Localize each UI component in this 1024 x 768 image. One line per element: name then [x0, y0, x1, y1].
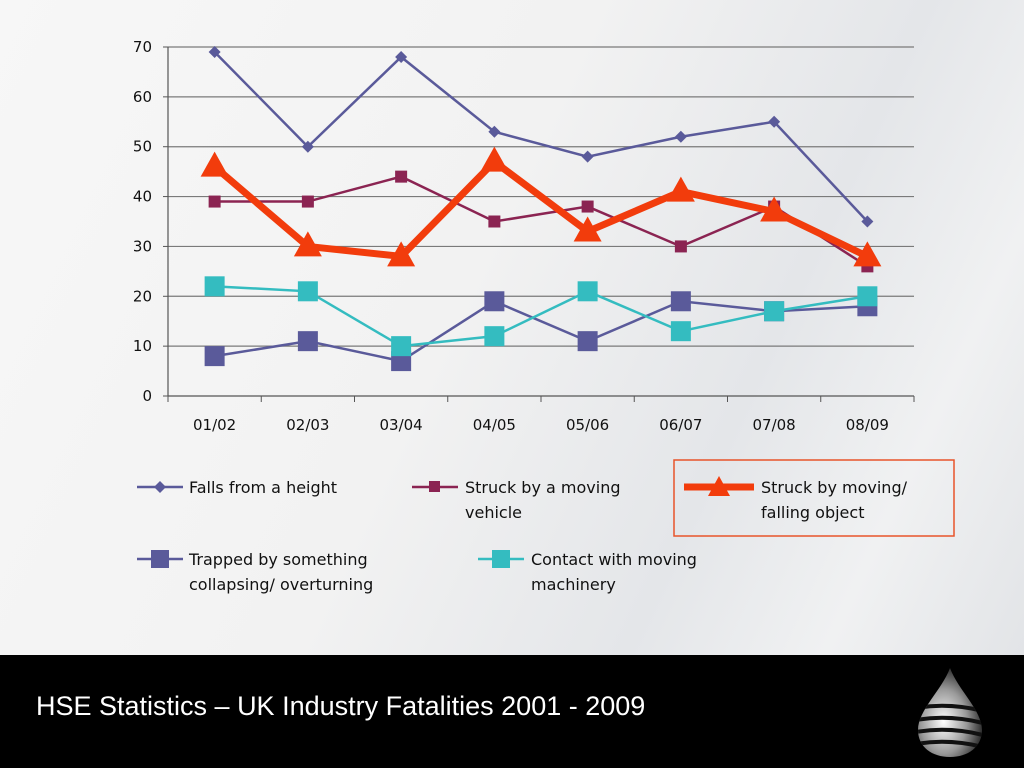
data-point-diamond: [581, 150, 594, 163]
legend-item-struck-by-vehicle: Struck by a moving vehicle: [412, 478, 620, 522]
series-struck-by-moving-falling-object: [200, 146, 882, 267]
legend-label: Contact with moving: [531, 550, 697, 569]
x-tick-label: 07/08: [753, 416, 796, 434]
data-point-triangle: [853, 241, 882, 267]
x-tick-label: 06/07: [659, 416, 702, 434]
data-point-triangle: [760, 196, 789, 222]
legend-label: Falls from a height: [189, 478, 337, 497]
legend-label: collapsing/ overturning: [189, 575, 373, 594]
legend-square-marker: [429, 481, 440, 492]
series-line: [214, 299, 868, 363]
data-point-square: [484, 291, 505, 312]
data-point-square: [297, 281, 318, 302]
y-tick-label: 30: [133, 237, 152, 255]
slide-title: HSE Statistics – UK Industry Fatalities …: [36, 691, 646, 721]
data-point-triangle: [293, 231, 322, 257]
x-tick-label: 03/04: [380, 416, 423, 434]
line-chart: 0 10 20 30 40 50 60 70 01/02 02/03 03/04 04/05 05/06…: [133, 38, 955, 594]
series-falls-from-a-height: [208, 45, 874, 228]
data-point-square: [581, 200, 594, 213]
legend-triangle-marker: [708, 476, 730, 496]
footer-bar: HSE Statistics – UK Industry Fatalities …: [0, 655, 1024, 768]
series-line: [212, 157, 869, 261]
y-tick-label: 20: [133, 287, 152, 305]
y-tick-label: 70: [133, 38, 152, 56]
legend-label: vehicle: [465, 503, 522, 522]
data-point-square: [857, 286, 878, 307]
chart-grid: [168, 46, 914, 347]
data-point-square: [488, 215, 501, 228]
x-tick-label: 04/05: [473, 416, 516, 434]
data-point-square: [391, 336, 412, 357]
legend-label: Struck by moving/: [761, 478, 908, 497]
data-point-diamond: [395, 50, 408, 63]
y-tick-label: 50: [133, 138, 152, 156]
legend-label: Struck by a moving: [465, 478, 620, 497]
series-line: [213, 51, 869, 223]
series-line: [214, 175, 869, 268]
legend-item-struck-by-falling-object: Struck by moving/ falling object: [684, 476, 908, 522]
data-point-square: [204, 346, 225, 367]
data-point-square: [484, 326, 505, 347]
data-point-square: [204, 276, 225, 297]
data-point-square: [395, 170, 408, 183]
chart-series: [200, 45, 882, 372]
x-tick-label: 01/02: [193, 416, 236, 434]
legend-square-marker: [492, 550, 510, 568]
data-point-square: [301, 195, 314, 208]
data-point-triangle: [480, 146, 509, 172]
legend-item-contact-with-machinery: Contact with moving machinery: [478, 550, 697, 594]
data-point-square: [208, 195, 221, 208]
series-contact-with-moving-machinery: [204, 276, 878, 357]
y-tick-label: 10: [133, 337, 152, 355]
data-point-diamond: [861, 215, 874, 228]
data-point-square: [670, 321, 691, 342]
x-tick-label: 08/09: [846, 416, 889, 434]
data-point-square: [577, 331, 598, 352]
y-tick-label: 40: [133, 188, 152, 206]
data-point-triangle: [200, 151, 229, 177]
chart-axes: 0 10 20 30 40 50 60 70 01/02 02/03 03/04 04/05 05/06…: [133, 38, 915, 434]
series-struck-by-a-moving-vehicle: [208, 170, 874, 273]
legend-item-trapped-by-collapsing: Trapped by something collapsing/ overtur…: [137, 550, 373, 594]
data-point-triangle: [666, 176, 695, 202]
legend-label: machinery: [531, 575, 616, 594]
data-point-triangle: [387, 241, 416, 267]
data-point-square: [764, 301, 785, 322]
y-tick-label: 0: [142, 387, 152, 405]
data-point-square: [297, 331, 318, 352]
series-line: [214, 285, 868, 348]
droplet-logo: [918, 668, 982, 757]
legend-item-falls-from-height: Falls from a height: [137, 478, 337, 497]
data-point-diamond: [488, 125, 501, 138]
x-tick-label: 02/03: [286, 416, 329, 434]
data-point-diamond: [208, 45, 221, 58]
x-tick-label: 05/06: [566, 416, 609, 434]
legend-label: falling object: [761, 503, 864, 522]
data-point-square: [674, 240, 687, 253]
y-tick-label: 60: [133, 88, 152, 106]
data-point-diamond: [768, 115, 781, 128]
legend-highlight-box: [673, 459, 955, 537]
data-point-diamond: [674, 130, 687, 143]
chart-legend: Falls from a height Struck by a moving v…: [137, 459, 955, 594]
legend-square-marker: [151, 550, 169, 568]
data-point-diamond: [301, 140, 314, 153]
legend-diamond-marker: [154, 481, 166, 493]
data-point-triangle: [573, 216, 602, 242]
data-point-square: [577, 281, 598, 302]
legend-label: Trapped by something: [188, 550, 368, 569]
data-point-square: [670, 291, 691, 312]
